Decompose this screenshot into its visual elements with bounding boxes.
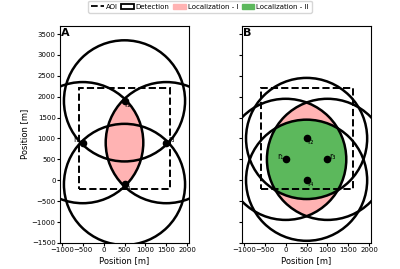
Text: r₄: r₄: [125, 183, 131, 192]
Text: r₃: r₃: [329, 151, 336, 161]
Point: [121, 182, 128, 187]
Text: r₁: r₁: [277, 151, 284, 161]
Point: [163, 140, 170, 145]
Point: [121, 99, 128, 103]
Text: r₂: r₂: [125, 100, 131, 109]
Point: [80, 140, 86, 145]
Text: A: A: [61, 28, 70, 38]
Y-axis label: Position [m]: Position [m]: [20, 109, 29, 160]
Point: [304, 178, 310, 182]
Bar: [261, 88, 352, 189]
Point: [304, 136, 310, 141]
X-axis label: Position [m]: Position [m]: [99, 256, 150, 265]
Text: r₄: r₄: [307, 179, 313, 188]
Point: [282, 157, 289, 161]
Text: B: B: [243, 28, 252, 38]
Text: r₃: r₃: [168, 135, 174, 144]
Legend: AOI, Detection, Localization - I, Localization - II: AOI, Detection, Localization - I, Locali…: [88, 1, 312, 13]
Text: r₂: r₂: [307, 137, 313, 146]
Text: r₁: r₁: [73, 135, 80, 144]
Point: [324, 157, 331, 161]
Bar: [78, 88, 170, 189]
X-axis label: Position [m]: Position [m]: [282, 256, 332, 265]
